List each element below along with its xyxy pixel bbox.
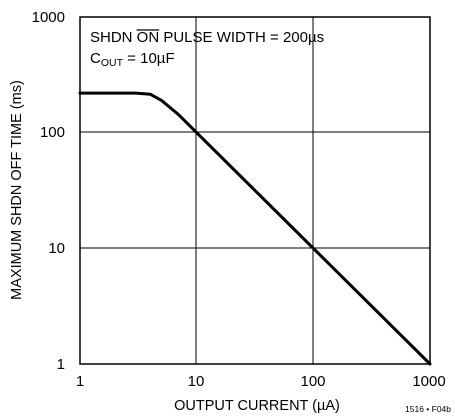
figure-id: 1516 • F04b — [405, 404, 451, 414]
series-line — [78, 91, 432, 366]
x-tick-label: 10 — [188, 373, 205, 390]
grid — [80, 17, 430, 364]
y-tick-label: 10 — [48, 240, 65, 257]
annotation-pulse-width: SHDN ON PULSE WIDTH = 200µs — [90, 29, 324, 46]
y-axis-title: MAXIMUM SHDN OFF TIME (ms) — [9, 80, 25, 300]
x-tick-label: 1000 — [412, 373, 445, 390]
x-tick-labels: 1 10 100 1000 — [76, 373, 446, 390]
series-layer — [78, 91, 432, 366]
x-tick-label: 1 — [76, 373, 84, 390]
y-tick-labels: 1 10 100 1000 — [32, 9, 65, 373]
annotation-cout: COUT = 10µF — [90, 50, 175, 69]
y-tick-label: 1 — [57, 356, 65, 373]
plot-frame — [79, 16, 431, 365]
y-tick-label: 1000 — [32, 9, 65, 26]
x-tick-label: 100 — [300, 373, 325, 390]
x-axis-title: OUTPUT CURRENT (µA) — [174, 398, 340, 414]
y-tick-label: 100 — [40, 124, 65, 141]
